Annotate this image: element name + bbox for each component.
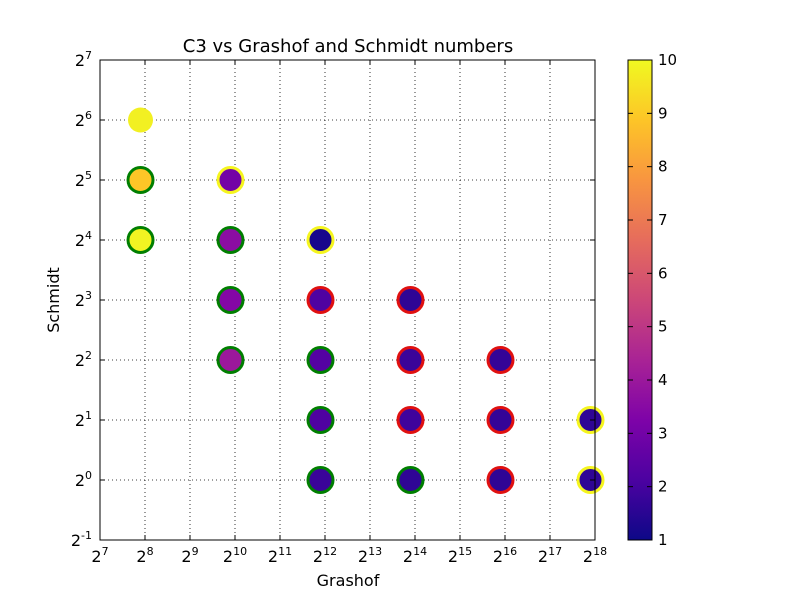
data-point [216, 166, 245, 194]
data-point [396, 466, 425, 494]
data-point [306, 226, 335, 254]
data-point [486, 466, 515, 494]
data-point [486, 406, 515, 434]
x-tick-label: 216 [493, 545, 517, 566]
data-point [216, 346, 245, 374]
data-point [486, 346, 515, 374]
x-tick-label: 27 [91, 545, 108, 566]
y-axis-ticks: 2-1 20 21 22 23 24 25 26 27 [71, 49, 595, 550]
x-tick-label: 217 [538, 545, 562, 566]
colorbar: 1 2 3 4 5 6 7 8 9 10 [627, 51, 677, 549]
colorbar-tick-label: 4 [658, 371, 668, 389]
x-tick-label: 211 [268, 545, 292, 566]
y-tick-label: 20 [75, 469, 92, 490]
y-tick-label: 21 [75, 409, 92, 430]
data-point [306, 346, 335, 374]
data-point [216, 286, 245, 314]
grid-lines [100, 60, 595, 540]
colorbar-tick-label: 5 [658, 318, 668, 336]
data-point [396, 286, 425, 314]
y-tick-label: 27 [75, 49, 92, 70]
y-tick-label: 24 [75, 229, 92, 250]
colorbar-tick-label: 1 [658, 531, 668, 549]
x-tick-label: 29 [181, 545, 198, 566]
x-axis-ticks: 27 28 29 210 211 212 213 214 215 216 217 218 [91, 60, 607, 566]
data-points [126, 107, 605, 494]
colorbar-tick-label: 8 [658, 158, 668, 176]
x-tick-label: 218 [583, 545, 607, 566]
x-tick-label: 212 [313, 545, 337, 566]
colorbar-ticks: 1 2 3 4 5 6 7 8 9 10 [628, 51, 677, 549]
data-point [126, 226, 155, 254]
colorbar-tick-label: 6 [658, 264, 668, 282]
data-point [128, 107, 153, 133]
data-point [396, 406, 425, 434]
x-tick-label: 213 [358, 545, 382, 566]
colorbar-tick-label: 10 [658, 51, 677, 69]
colorbar-tick-label: 2 [658, 478, 668, 496]
data-point [306, 466, 335, 494]
colorbar-tick-label: 7 [658, 211, 668, 229]
x-axis-label: Grashof [317, 571, 380, 590]
colorbar-tick-label: 3 [658, 424, 668, 442]
data-point [306, 286, 335, 314]
x-tick-label: 214 [403, 545, 427, 566]
y-tick-label: 22 [75, 349, 92, 370]
data-point [396, 346, 425, 374]
y-tick-label: 25 [75, 169, 92, 190]
data-point [216, 226, 245, 254]
x-tick-label: 28 [136, 545, 153, 566]
x-tick-label: 215 [448, 545, 472, 566]
y-tick-label: 2-1 [71, 529, 92, 550]
data-point [306, 406, 335, 434]
y-tick-label: 23 [75, 289, 92, 310]
x-tick-label: 210 [223, 545, 247, 566]
data-point [126, 166, 155, 194]
colorbar-gradient [627, 59, 653, 541]
colorbar-tick-label: 9 [658, 104, 668, 122]
y-axis-label: Schmidt [44, 267, 63, 333]
chart-title: C3 vs Grashof and Schmidt numbers [183, 36, 513, 57]
y-tick-label: 26 [75, 109, 92, 130]
